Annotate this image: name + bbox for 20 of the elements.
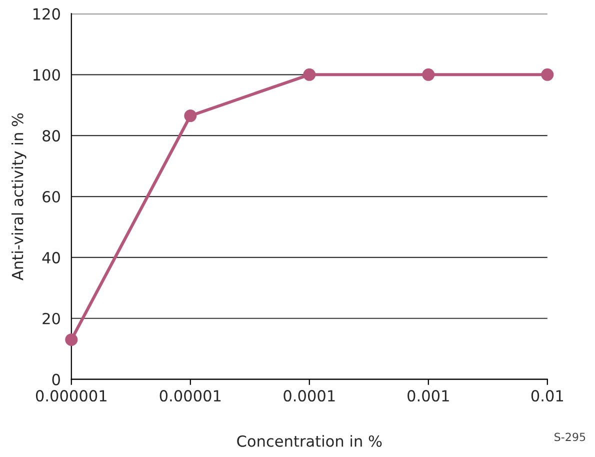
y-tick-label: 120 bbox=[34, 8, 60, 20]
point bbox=[541, 68, 554, 81]
y-tick-label: 80 bbox=[42, 130, 60, 142]
point bbox=[422, 68, 435, 81]
y-tick-label: 0 bbox=[52, 374, 60, 386]
y-tick-label: 20 bbox=[42, 312, 60, 324]
y-axis-title: Anti-viral activity in % bbox=[11, 113, 26, 280]
text: S-295 bbox=[554, 432, 586, 442]
x-tick-label: 0.001 bbox=[408, 390, 449, 402]
y-tick-label: 60 bbox=[42, 190, 60, 203]
point bbox=[303, 68, 316, 81]
x-tick-label: 0.0001 bbox=[284, 390, 335, 402]
x-tick-label: 0.00001 bbox=[160, 390, 221, 402]
point bbox=[65, 333, 78, 346]
y-tick-label: 100 bbox=[34, 69, 60, 81]
x-tick-label: 0.01 bbox=[531, 390, 563, 402]
point bbox=[184, 110, 197, 122]
y-tick-label: 40 bbox=[42, 252, 60, 264]
x-tick-label: 0.000001 bbox=[36, 390, 106, 402]
x-axis-title: Concentration in % bbox=[237, 435, 382, 447]
